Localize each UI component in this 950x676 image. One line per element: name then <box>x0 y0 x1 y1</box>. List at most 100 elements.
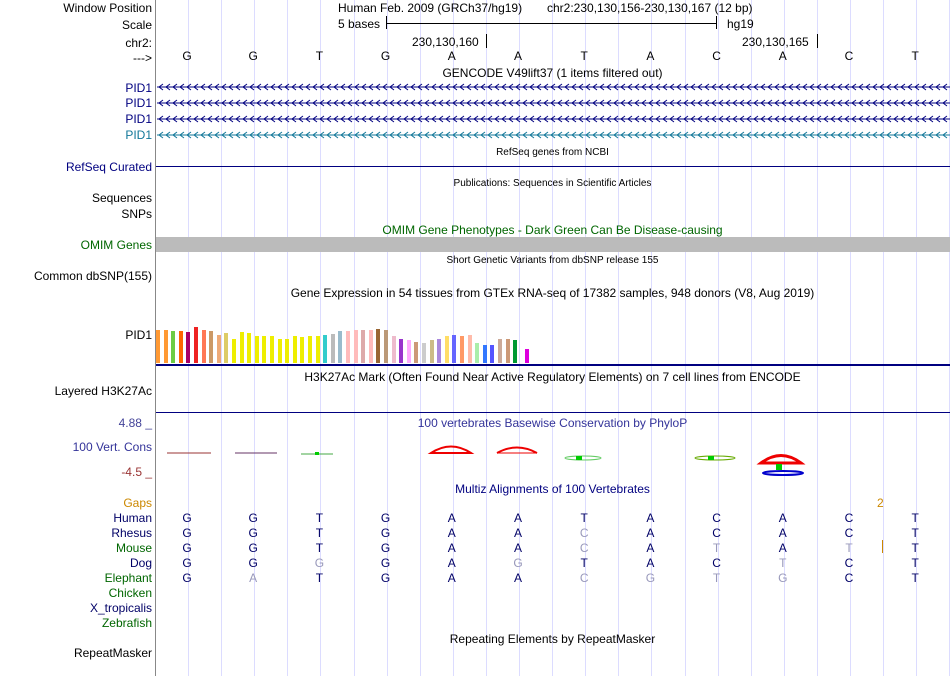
gtex-tissue-bar[interactable] <box>163 330 168 363</box>
species-label[interactable]: Chicken <box>108 586 152 600</box>
gtex-tissue-bar[interactable] <box>346 331 350 363</box>
gencode-transcripts[interactable] <box>155 80 950 142</box>
gtex-tissue-bar[interactable] <box>254 336 259 363</box>
gtex-tissue-bar[interactable] <box>308 336 312 363</box>
gtex-tissue-bar[interactable] <box>171 331 176 363</box>
refseq-gene-line[interactable] <box>156 166 950 167</box>
gtex-tissue-bar[interactable] <box>270 336 274 363</box>
gtex-tissue-bar[interactable] <box>391 336 396 363</box>
reference-base: C <box>712 49 721 63</box>
gencode-gene-label-3[interactable]: PID1 <box>125 112 152 126</box>
gtex-tissue-bar[interactable] <box>444 336 449 363</box>
gtex-track-title[interactable]: Gene Expression in 54 tissues from GTEx … <box>290 286 815 300</box>
gtex-tissue-bar[interactable] <box>437 339 442 363</box>
species-label[interactable]: Mouse <box>115 541 152 555</box>
dbsnp-track-title[interactable]: Short Genetic Variants from dbSNP releas… <box>446 255 659 266</box>
gencode-track-title[interactable]: GENCODE V49lift37 (1 items filtered out) <box>442 66 663 80</box>
gtex-tissue-bar[interactable] <box>201 330 206 363</box>
h3k27ac-track-title[interactable]: H3K27Ac Mark (Often Found Near Active Re… <box>304 370 801 384</box>
snps-label[interactable]: SNPs <box>121 207 152 221</box>
gtex-tissue-bar[interactable] <box>216 335 221 363</box>
gtex-tissue-bar[interactable] <box>482 345 487 363</box>
gtex-tissue-bar[interactable] <box>498 339 502 363</box>
gtex-gene-label[interactable]: PID1 <box>125 328 152 342</box>
repeatmasker-label[interactable]: RepeatMasker <box>73 646 152 660</box>
gtex-tissue-bar[interactable] <box>399 339 404 363</box>
phylop-signal[interactable] <box>155 440 950 480</box>
refseq-label[interactable]: RefSeq Curated <box>65 160 152 174</box>
gtex-tissue-bar[interactable] <box>429 340 434 363</box>
aligned-base: T <box>911 511 919 525</box>
gtex-tissue-bar[interactable] <box>323 335 328 363</box>
gtex-tissue-bar[interactable] <box>315 336 320 363</box>
gtex-bar-chart[interactable] <box>156 300 536 363</box>
gtex-tissue-bar[interactable] <box>186 332 191 363</box>
gtex-tissue-bar[interactable] <box>209 331 214 363</box>
sequences-label[interactable]: Sequences <box>91 191 152 205</box>
gtex-tissue-bar[interactable] <box>224 333 229 363</box>
reference-base: T <box>580 49 588 63</box>
gtex-tissue-bar[interactable] <box>475 343 480 363</box>
common-dbsnp-label[interactable]: Common dbSNP(155) <box>33 269 152 283</box>
gtex-tissue-bar[interactable] <box>178 331 183 363</box>
gtex-tissue-bar[interactable] <box>330 334 335 363</box>
gtex-tissue-bar[interactable] <box>285 339 290 363</box>
aligned-base: C <box>579 526 589 540</box>
species-label[interactable]: X_tropicalis <box>89 601 152 615</box>
species-label[interactable]: Elephant <box>104 571 152 585</box>
gtex-tissue-bar[interactable] <box>467 335 472 363</box>
omim-label[interactable]: OMIM Genes <box>80 238 152 252</box>
gtex-tissue-bar[interactable] <box>239 332 244 363</box>
gtex-tissue-bar[interactable] <box>384 330 388 363</box>
species-label[interactable]: Human <box>113 511 152 525</box>
species-label[interactable]: Zebrafish <box>101 616 152 630</box>
multiz-track-title[interactable]: Multiz Alignments of 100 Vertebrates <box>455 482 650 496</box>
omim-track-title[interactable]: OMIM Gene Phenotypes - Dark Green Can Be… <box>382 223 723 237</box>
conservation-label[interactable]: 100 Vert. Cons <box>72 440 152 454</box>
species-label[interactable]: Dog <box>129 556 152 570</box>
gtex-tissue-bar[interactable] <box>247 333 252 363</box>
gridline <box>817 0 818 676</box>
repeatmasker-track-title[interactable]: Repeating Elements by RepeatMasker <box>449 632 656 646</box>
gtex-tissue-bar[interactable] <box>338 331 343 363</box>
aligned-base: T <box>845 541 853 555</box>
refseq-track-title[interactable]: RefSeq genes from NCBI <box>496 147 609 158</box>
publications-track-title[interactable]: Publications: Sequences in Scientific Ar… <box>453 178 652 189</box>
aligned-base: A <box>447 511 456 525</box>
gtex-tissue-bar[interactable] <box>490 345 495 363</box>
layered-h3k27ac-label[interactable]: Layered H3K27Ac <box>54 384 152 398</box>
gtex-tissue-bar[interactable] <box>368 330 373 363</box>
gtex-tissue-bar[interactable] <box>414 342 419 363</box>
gtex-tissue-bar[interactable] <box>505 339 510 363</box>
aligned-base: T <box>580 511 588 525</box>
gtex-tissue-bar[interactable] <box>194 327 198 363</box>
gtex-tissue-bar[interactable] <box>300 337 305 363</box>
gtex-tissue-bar[interactable] <box>232 339 236 363</box>
gtex-tissue-bar[interactable] <box>361 330 366 363</box>
omim-feature-bar[interactable] <box>156 237 950 252</box>
gtex-tissue-bar[interactable] <box>524 349 529 363</box>
gtex-tissue-bar[interactable] <box>156 330 160 363</box>
gaps-label[interactable]: Gaps <box>123 496 152 510</box>
species-label[interactable]: Rhesus <box>111 526 152 540</box>
gencode-gene-label-4[interactable]: PID1 <box>125 128 152 142</box>
gtex-tissue-bar[interactable] <box>353 330 358 363</box>
gtex-tissue-bar[interactable] <box>277 339 282 363</box>
gtex-tissue-bar[interactable] <box>406 340 411 363</box>
aligned-base: C <box>712 526 721 540</box>
gridline <box>320 0 321 676</box>
position-readout[interactable]: chr2:230,130,156-230,130,167 (12 bp) <box>547 1 753 15</box>
aligned-base: A <box>646 526 655 540</box>
gtex-tissue-bar[interactable] <box>452 335 457 363</box>
gencode-gene-label-2[interactable]: PID1 <box>125 96 152 110</box>
gtex-tissue-bar[interactable] <box>460 336 464 363</box>
chr-label: chr2: <box>125 36 152 50</box>
gtex-tissue-bar[interactable] <box>292 336 297 363</box>
gtex-tissue-bar[interactable] <box>376 329 381 363</box>
gtex-tissue-bar[interactable] <box>262 336 267 363</box>
phylop-track-title[interactable]: 100 vertebrates Basewise Conservation by… <box>417 416 688 430</box>
gencode-gene-label-1[interactable]: PID1 <box>125 81 152 95</box>
gridline <box>287 0 288 676</box>
gtex-tissue-bar[interactable] <box>513 340 518 363</box>
gtex-tissue-bar[interactable] <box>422 343 426 363</box>
